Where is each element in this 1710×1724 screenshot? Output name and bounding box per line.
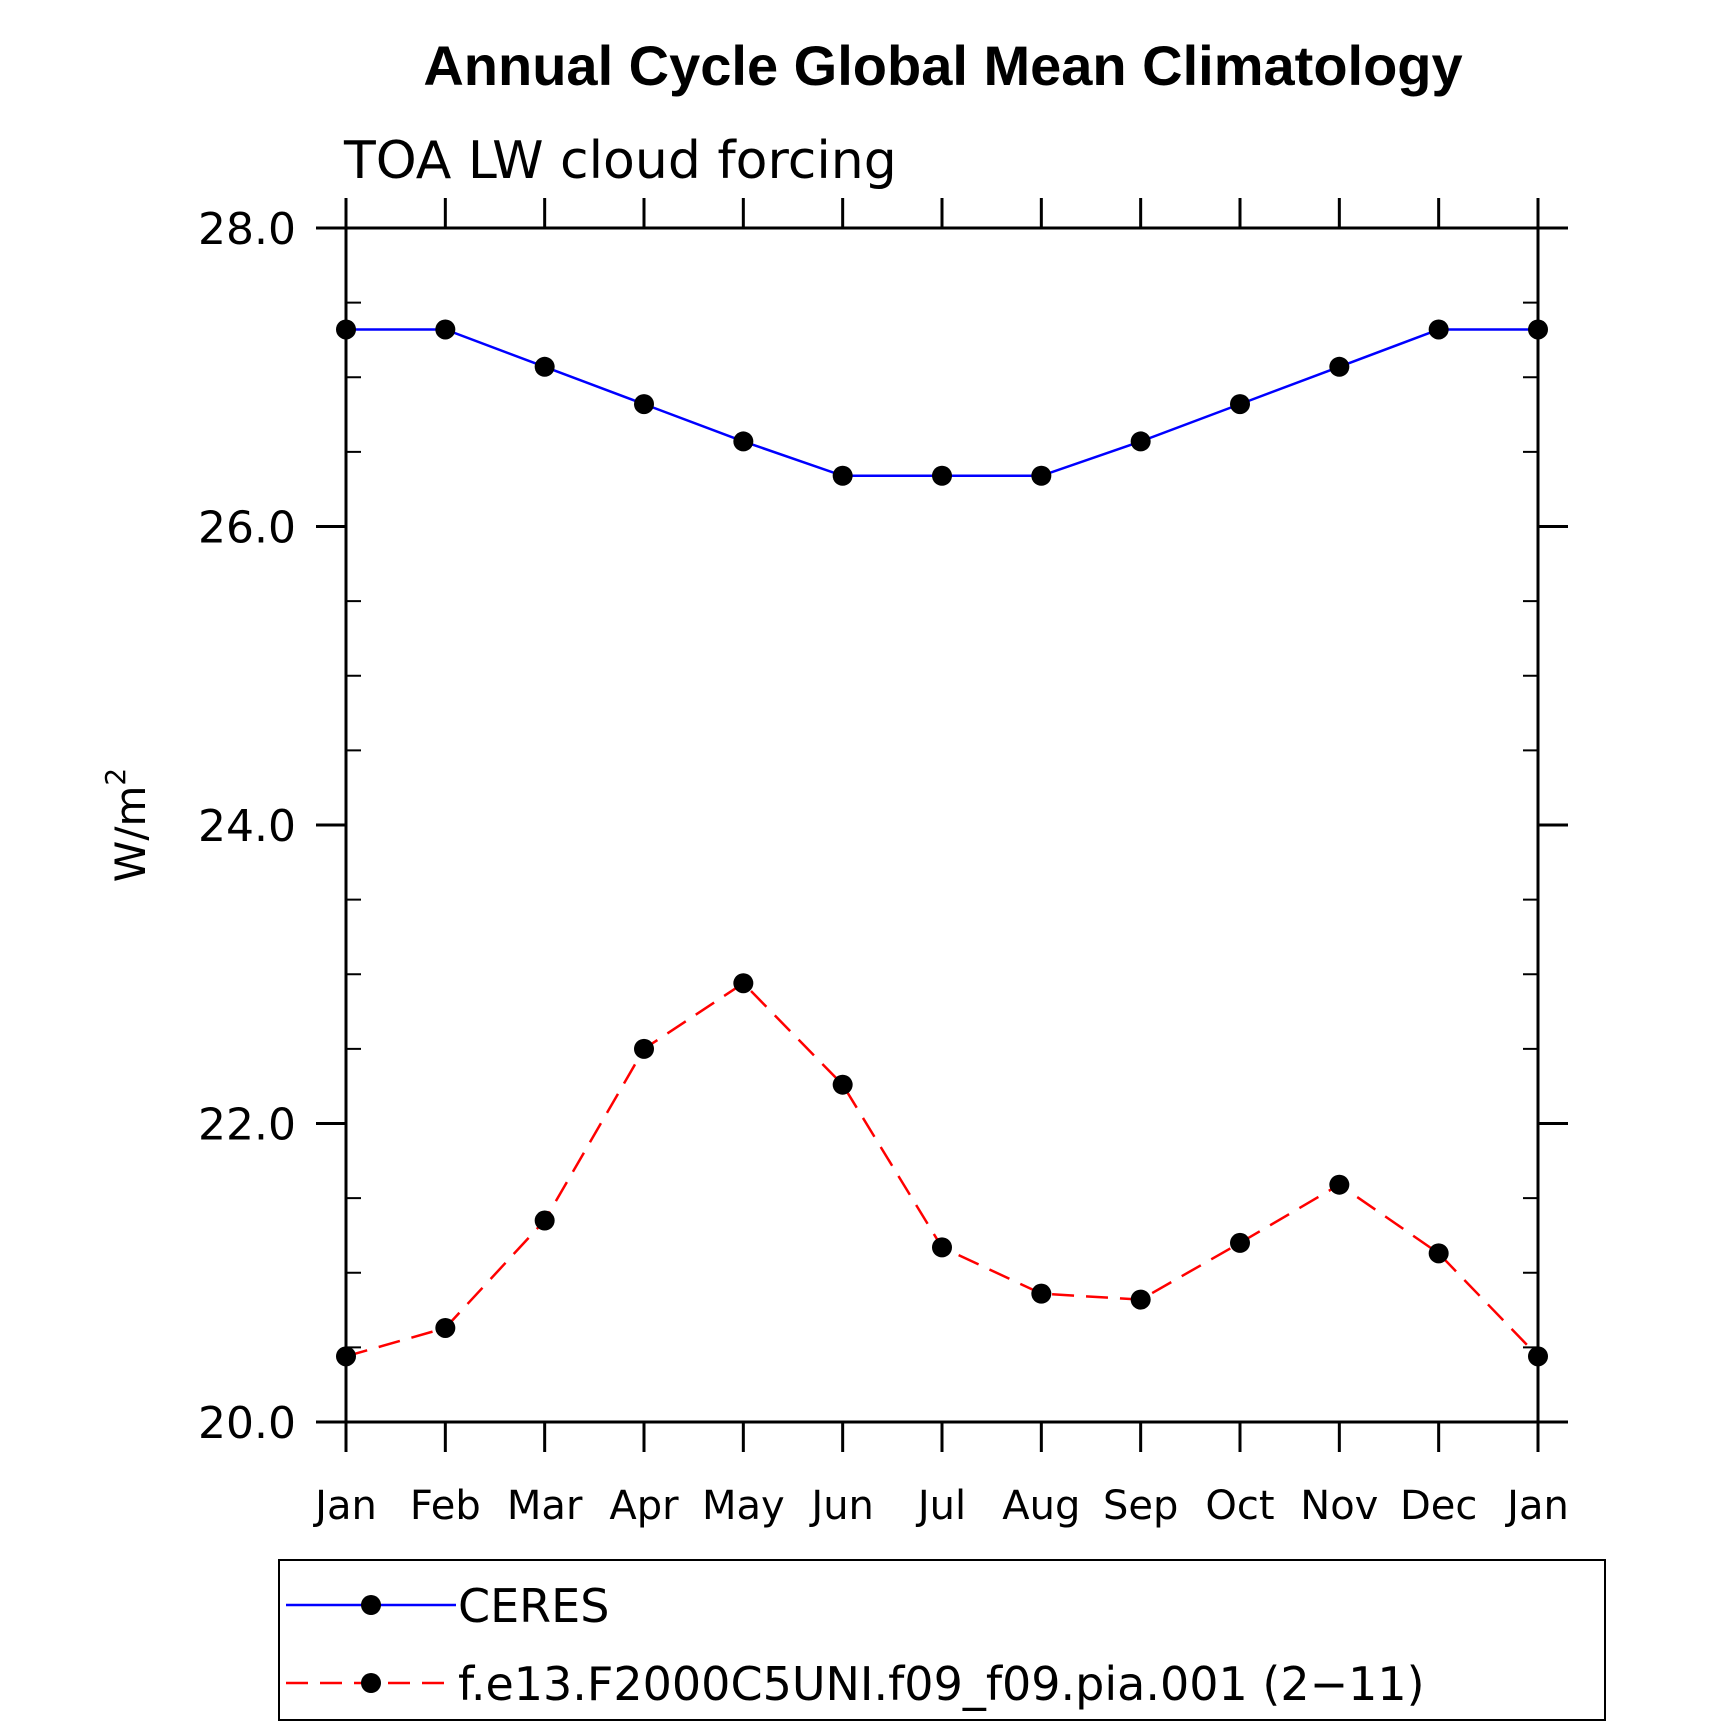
plot-frame xyxy=(344,226,1540,1424)
series-1-point xyxy=(1130,431,1151,452)
y-tick-label: 22.0 xyxy=(198,1100,296,1151)
y-tick-labels: 20.0 22.0 24.0 26.0 28.0 xyxy=(198,204,296,1449)
series-2-point xyxy=(1329,1174,1350,1195)
chart-title: Annual Cycle Global Mean Climatology xyxy=(423,34,1462,97)
series-2-point xyxy=(1130,1289,1151,1310)
series-2-point xyxy=(1230,1232,1250,1253)
series-1-point xyxy=(1031,465,1052,486)
x-tick-label: Oct xyxy=(1205,1483,1274,1529)
x-tick-label: Sep xyxy=(1103,1483,1178,1529)
series-1-point xyxy=(1428,319,1449,340)
series-1-point xyxy=(733,431,754,452)
x-tick-label: Apr xyxy=(609,1483,679,1529)
x-tick-labels: Jan Feb Mar Apr May Jun Jul Aug Sep Oct Nov Dec Jan xyxy=(312,1483,1569,1529)
x-tick-label: Nov xyxy=(1300,1483,1378,1529)
y-tick-label: 20.0 xyxy=(198,1398,296,1449)
series-1-point xyxy=(534,356,555,377)
series-2-point xyxy=(932,1237,952,1258)
y-tick-label: 28.0 xyxy=(198,204,296,255)
x-tick-label: Jun xyxy=(808,1483,874,1529)
x-tick-label: Aug xyxy=(1002,1483,1080,1529)
x-tick-label: Jul xyxy=(915,1483,966,1529)
legend-marker-1 xyxy=(361,1595,381,1615)
series-2-point xyxy=(1031,1283,1052,1304)
legend: CERES f.e13.F2000C5UNI.f09_f09.pia.001 (2… xyxy=(278,1559,1606,1721)
series-1-point xyxy=(932,465,952,486)
legend-box xyxy=(278,1559,1606,1721)
series-1-point xyxy=(832,465,853,486)
y-axis-label-superscript: 2 xyxy=(99,768,132,786)
y-tick-label: 24.0 xyxy=(198,801,296,852)
x-tick-label: Feb xyxy=(410,1483,481,1529)
x-tick-label: Jan xyxy=(312,1483,377,1529)
legend-label-2: f.e13.F2000C5UNI.f09_f09.pia.001 (2−11) xyxy=(458,1657,1425,1711)
series-2-point xyxy=(534,1210,555,1231)
legend-items: CERES f.e13.F2000C5UNI.f09_f09.pia.001 (2… xyxy=(286,1579,1425,1711)
x-tick-label: Jan xyxy=(1504,1483,1569,1529)
y-axis-label: W/m2 xyxy=(99,768,155,882)
legend-label-1: CERES xyxy=(458,1579,609,1633)
series-2-point xyxy=(832,1074,853,1095)
y-axis-label-text: W/m xyxy=(106,786,155,883)
chart-subtitle: TOA LW cloud forcing xyxy=(343,131,897,191)
series-2-point xyxy=(634,1038,654,1059)
series-1-point xyxy=(435,319,456,340)
y-tick-label: 26.0 xyxy=(198,503,296,554)
x-tick-label: May xyxy=(702,1483,785,1529)
series-group xyxy=(336,319,1548,1367)
series-2-point xyxy=(733,973,754,994)
series-line-1 xyxy=(346,328,1538,478)
series-1-point xyxy=(1230,394,1250,415)
series-1-point xyxy=(634,394,654,415)
series-2-point xyxy=(1428,1243,1449,1264)
legend-marker-2 xyxy=(361,1673,381,1693)
series-line-2 xyxy=(345,981,1539,1358)
x-tick-label: Mar xyxy=(507,1483,583,1529)
series-1-point xyxy=(1329,356,1350,377)
x-tick-label: Dec xyxy=(1400,1483,1477,1529)
series-2-point xyxy=(435,1317,456,1338)
